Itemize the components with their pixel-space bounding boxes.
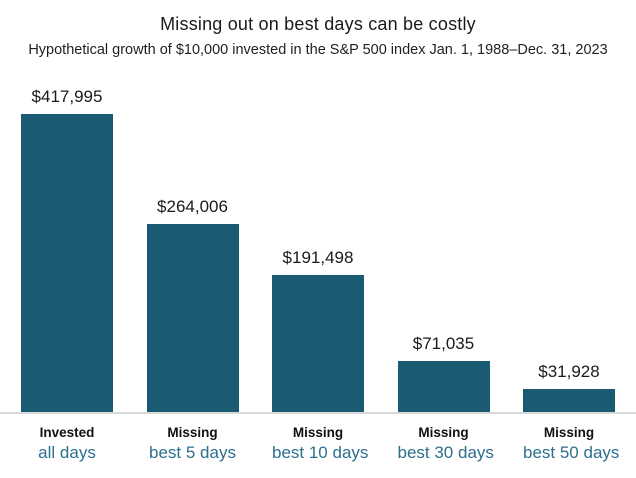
category-label-line2: best 50 days bbox=[523, 443, 620, 462]
bar bbox=[146, 224, 239, 412]
bar-group: $417,995 bbox=[21, 87, 113, 412]
category-label-line1: Missing bbox=[418, 425, 469, 440]
bar-value-label: $417,995 bbox=[31, 87, 103, 106]
category-label: Missing best 30 days bbox=[397, 425, 494, 463]
category-label: Invested all days bbox=[21, 425, 113, 463]
category-label: Missing best 10 days bbox=[272, 425, 369, 463]
category-label: Missing best 50 days bbox=[523, 425, 620, 463]
bar-value-label: $71,035 bbox=[412, 334, 475, 353]
category-label-line2: best 30 days bbox=[397, 443, 494, 462]
category-axis-labels: Invested all days Missing best 5 days Missin… bbox=[0, 425, 636, 463]
bar bbox=[397, 361, 490, 412]
category-label-line1: Invested bbox=[39, 425, 95, 440]
bar bbox=[523, 389, 615, 412]
category-label: Missing best 5 days bbox=[147, 425, 239, 463]
bar-value-label: $264,006 bbox=[157, 197, 228, 216]
x-axis-baseline bbox=[0, 412, 636, 414]
chart-subtitle: Hypothetical growth of $10,000 invested … bbox=[28, 42, 608, 58]
bar-group: $71,035 bbox=[397, 334, 490, 412]
bar-value-label: $31,928 bbox=[538, 362, 600, 381]
bar-value-label: $191,498 bbox=[282, 248, 354, 267]
category-label-line1: Missing bbox=[292, 425, 344, 440]
bar-group: $191,498 bbox=[272, 248, 364, 412]
bar-group: $264,006 bbox=[146, 197, 239, 412]
category-label-line2: best 10 days bbox=[272, 443, 369, 462]
category-label-line1: Missing bbox=[543, 425, 595, 440]
bar-chart: $417,995 $264,006 $191,498 $71,035 $31,928 I… bbox=[0, 84, 636, 463]
bar-group: $31,928 bbox=[523, 362, 615, 412]
category-label-line1: Missing bbox=[167, 425, 218, 440]
bar bbox=[272, 275, 364, 412]
category-label-line2: all days bbox=[38, 443, 96, 462]
chart-title: Missing out on best days can be costly bbox=[160, 14, 476, 34]
category-label-line2: best 5 days bbox=[149, 443, 236, 462]
bar bbox=[21, 114, 113, 412]
plot-area: $417,995 $264,006 $191,498 $71,035 $31,928 bbox=[0, 84, 636, 412]
